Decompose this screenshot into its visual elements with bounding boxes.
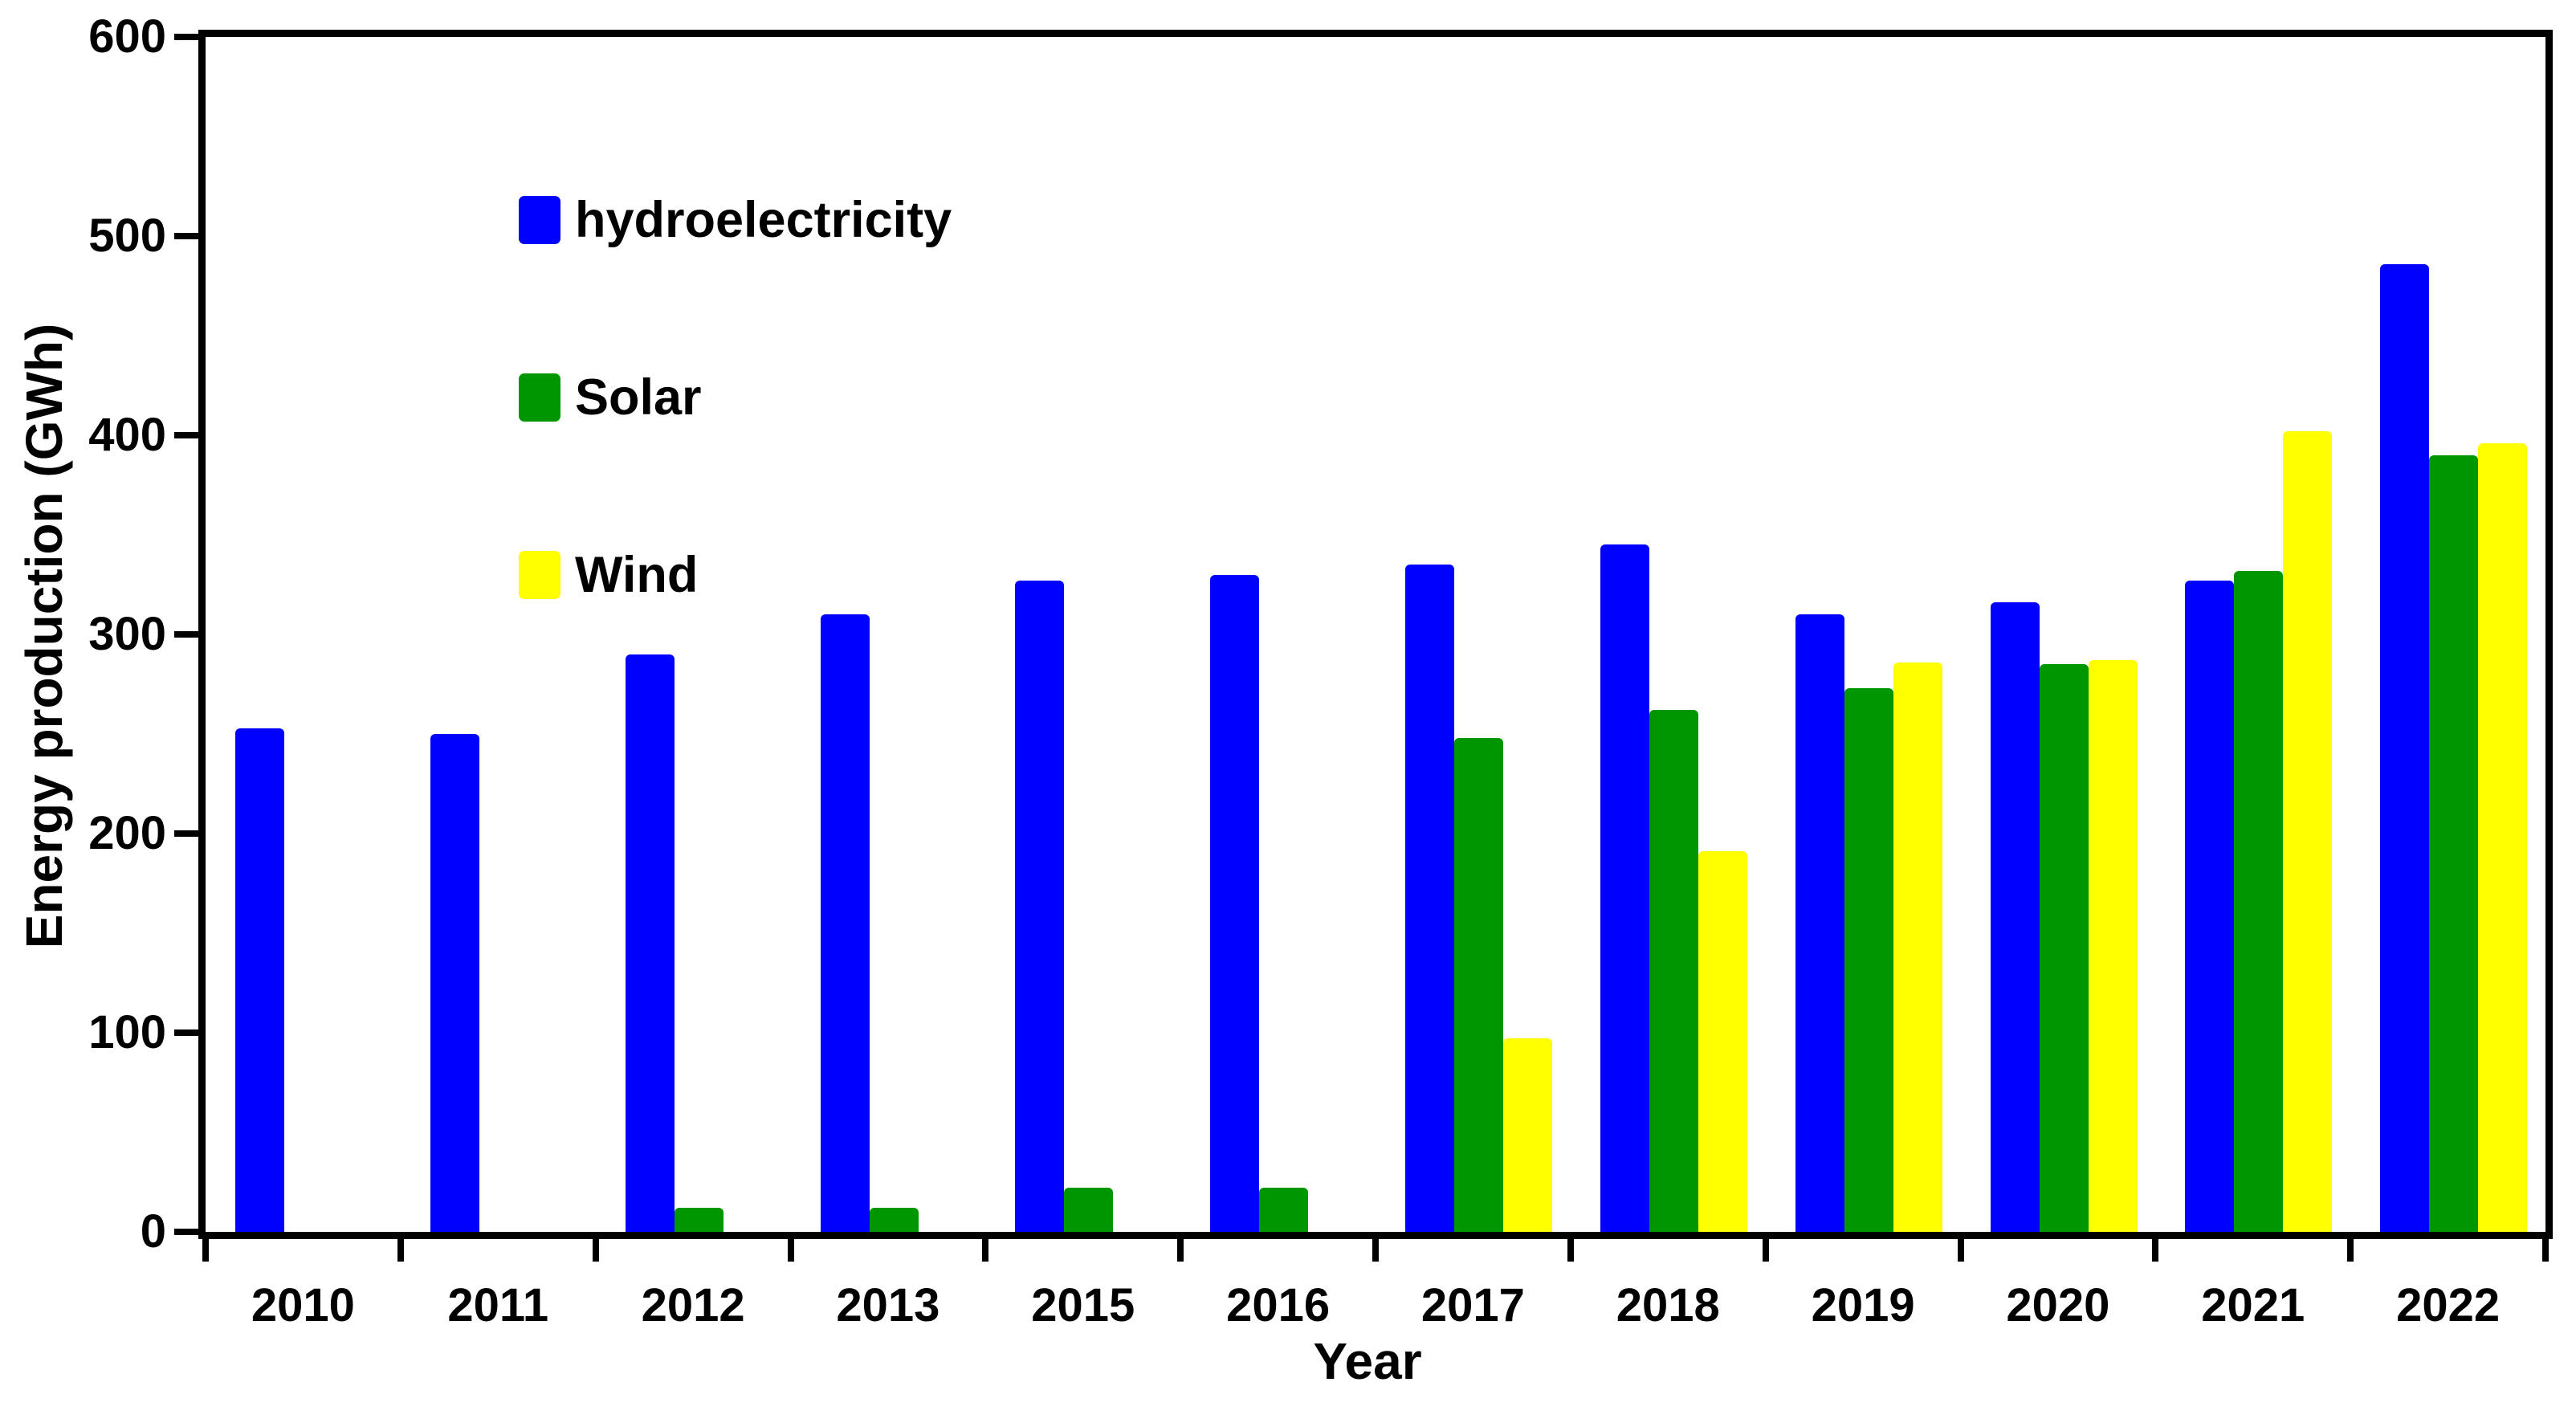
x-tick [1372,1239,1379,1262]
x-tick [2542,1239,2549,1262]
x-tick [982,1239,989,1262]
bar-solar-2012 [674,1208,723,1232]
legend-label: hydroelectricity [575,192,952,248]
y-tick-label: 0 [140,1205,166,1258]
x-tick [1957,1239,1964,1262]
bar-solar-2021 [2234,570,2284,1232]
bar-hydroelectricity-2012 [625,654,675,1232]
y-tick-200 [174,830,198,837]
x-tick [2347,1239,2354,1262]
bars-layer [206,37,2545,1232]
x-tick-label-2017: 2017 [1420,1279,1525,1331]
bar-hydroelectricity-2011 [430,734,479,1232]
bar-hydroelectricity-2010 [235,728,284,1232]
x-tick-label-2015: 2015 [1031,1279,1135,1331]
y-tick-label: 300 [88,608,166,660]
y-tick-label: 400 [88,409,166,461]
legend: hydroelectricity Solar Wind [206,37,2545,1232]
bar-solar-2017 [1454,737,1503,1232]
y-tick-300 [174,631,198,638]
y-tick-label: 100 [88,1006,166,1058]
bar-solar-2020 [2039,664,2089,1232]
x-tick [1762,1239,1769,1262]
bar-hydroelectricity-2017 [1405,565,1454,1232]
bar-hydroelectricity-2018 [1600,544,1649,1232]
bar-solar-2015 [1064,1188,1114,1232]
bar-solar-2018 [1649,710,1698,1232]
legend-swatch-hydroelectricity [519,196,560,244]
x-tick [2152,1239,2159,1262]
x-tick [592,1239,599,1262]
legend-item-wind: Wind [519,546,698,604]
legend-swatch-wind [519,551,560,599]
x-tick-label-2020: 2020 [2006,1279,2110,1331]
x-tick [202,1239,209,1262]
legend-swatch-solar [519,373,560,422]
x-tick-label-2013: 2013 [836,1279,940,1331]
bar-wind-2020 [2088,660,2138,1232]
bar-wind-2018 [1698,851,1747,1232]
bar-hydroelectricity-2015 [1015,581,1065,1232]
bar-hydroelectricity-2019 [1795,614,1844,1232]
x-tick-label-2011: 2011 [447,1279,549,1331]
bar-wind-2022 [2478,442,2528,1232]
x-tick-label-2016: 2016 [1226,1279,1331,1331]
bar-hydroelectricity-2022 [2380,263,2430,1232]
x-tick [1567,1239,1574,1262]
y-tick-100 [174,1029,198,1036]
x-tick-label-2012: 2012 [641,1279,745,1331]
legend-label: Solar [575,369,702,426]
y-tick-label: 200 [88,807,166,859]
bar-wind-2019 [1893,662,1942,1232]
bar-wind-2017 [1503,1038,1552,1232]
y-tick-0 [174,1229,198,1235]
bar-hydroelectricity-2013 [820,614,870,1232]
y-tick-400 [174,432,198,438]
x-tick [1177,1239,1184,1262]
x-tick-label-2021: 2021 [2201,1279,2305,1331]
bar-wind-2021 [2283,431,2333,1232]
bar-hydroelectricity-2020 [1990,602,2040,1232]
bar-solar-2022 [2429,455,2479,1232]
x-tick-label-2010: 2010 [251,1279,355,1331]
y-tick-label: 500 [88,210,166,262]
x-tick-label-2019: 2019 [1811,1279,1915,1331]
legend-item-hydroelectricity: hydroelectricity [519,191,952,249]
bar-solar-2019 [1844,687,1893,1232]
y-tick-label: 600 [88,10,166,63]
y-tick-600 [174,34,198,40]
bar-hydroelectricity-2021 [2185,581,2235,1232]
x-tick-label-2018: 2018 [1616,1279,1720,1331]
bar-solar-2013 [869,1208,919,1232]
y-tick-500 [174,233,198,239]
bar-solar-2016 [1259,1188,1309,1232]
x-tick [397,1239,404,1262]
x-axis-title: Year [1313,1332,1422,1390]
legend-label: Wind [575,547,699,603]
plot-area: hydroelectricity Solar Wind [198,30,2553,1239]
bar-hydroelectricity-2016 [1210,574,1260,1232]
x-tick-label-2022: 2022 [2396,1279,2501,1331]
legend-item-solar: Solar [519,369,702,426]
x-tick [787,1239,794,1262]
